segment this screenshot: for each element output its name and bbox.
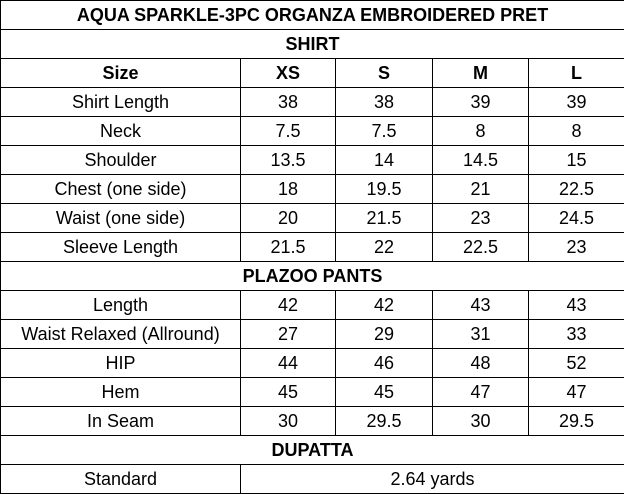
table-row: In Seam 30 29.5 30 29.5	[0, 406, 624, 436]
cell-l: 47	[527, 377, 624, 407]
cell-l: 15	[527, 145, 624, 175]
table-row: Sleeve Length 21.5 22 22.5 23	[0, 232, 624, 262]
cell-m: 8	[432, 116, 529, 146]
row-label: Shoulder	[0, 145, 241, 175]
cell-l: 52	[527, 348, 624, 378]
row-label: Waist (one side)	[0, 203, 241, 233]
cell-m: 39	[432, 87, 529, 117]
cell-s: 22	[335, 232, 433, 262]
row-label: In Seam	[0, 406, 241, 436]
cell-l: 43	[527, 290, 624, 320]
cell-xs: 21.5	[240, 232, 336, 262]
table-row: Standard 2.64 yards	[0, 464, 624, 494]
cell-s: 42	[335, 290, 433, 320]
cell-m: 14.5	[432, 145, 529, 175]
header-row: Size XS S M L	[0, 58, 624, 88]
title-row: AQUA SPARKLE-3PC ORGANZA EMBROIDERED PRE…	[0, 0, 624, 30]
section-row-dupatta: DUPATTA	[0, 435, 624, 465]
row-label: Sleeve Length	[0, 232, 241, 262]
column-header-s: S	[335, 58, 433, 88]
section-heading-plazoo-pants: PLAZOO PANTS	[0, 261, 624, 291]
column-header-size: Size	[0, 58, 241, 88]
cell-m: 31	[432, 319, 529, 349]
cell-xs: 20	[240, 203, 336, 233]
cell-s: 29	[335, 319, 433, 349]
cell-l: 29.5	[527, 406, 624, 436]
cell-m: 23	[432, 203, 529, 233]
row-label: HIP	[0, 348, 241, 378]
cell-s: 46	[335, 348, 433, 378]
cell-m: 21	[432, 174, 529, 204]
cell-s: 38	[335, 87, 433, 117]
cell-xs: 13.5	[240, 145, 336, 175]
section-row-plazoo: PLAZOO PANTS	[0, 261, 624, 291]
section-heading-shirt: SHIRT	[0, 29, 624, 59]
cell-l: 23	[527, 232, 624, 262]
cell-xs: 7.5	[240, 116, 336, 146]
cell-l: 8	[527, 116, 624, 146]
cell-m: 30	[432, 406, 529, 436]
cell-s: 45	[335, 377, 433, 407]
row-label: Chest (one side)	[0, 174, 241, 204]
table-row: Waist (one side) 20 21.5 23 24.5	[0, 203, 624, 233]
column-header-xs: XS	[240, 58, 336, 88]
chart-title: AQUA SPARKLE-3PC ORGANZA EMBROIDERED PRE…	[0, 0, 624, 30]
section-row-shirt: SHIRT	[0, 29, 624, 59]
row-label: Length	[0, 290, 241, 320]
table-row: Shirt Length 38 38 39 39	[0, 87, 624, 117]
row-label: Neck	[0, 116, 241, 146]
row-label: Shirt Length	[0, 87, 241, 117]
cell-xs: 45	[240, 377, 336, 407]
row-label: Hem	[0, 377, 241, 407]
cell-xs: 27	[240, 319, 336, 349]
cell-s: 14	[335, 145, 433, 175]
table-row: Chest (one side) 18 19.5 21 22.5	[0, 174, 624, 204]
cell-l: 39	[527, 87, 624, 117]
row-label: Waist Relaxed (Allround)	[0, 319, 241, 349]
table-row: Waist Relaxed (Allround) 27 29 31 33	[0, 319, 624, 349]
table-row: HIP 44 46 48 52	[0, 348, 624, 378]
table-row: Neck 7.5 7.5 8 8	[0, 116, 624, 146]
cell-l: 33	[527, 319, 624, 349]
table-row: Shoulder 13.5 14 14.5 15	[0, 145, 624, 175]
cell-s: 21.5	[335, 203, 433, 233]
column-header-l: L	[527, 58, 624, 88]
cell-dupatta-length: 2.64 yards	[239, 464, 624, 494]
cell-xs: 42	[240, 290, 336, 320]
cell-xs: 18	[240, 174, 336, 204]
cell-m: 48	[432, 348, 529, 378]
cell-s: 7.5	[335, 116, 433, 146]
cell-xs: 30	[240, 406, 336, 436]
cell-m: 43	[432, 290, 529, 320]
cell-l: 22.5	[527, 174, 624, 204]
section-heading-dupatta: DUPATTA	[0, 435, 624, 465]
cell-m: 47	[432, 377, 529, 407]
table-row: Hem 45 45 47 47	[0, 377, 624, 407]
cell-xs: 38	[240, 87, 336, 117]
cell-m: 22.5	[432, 232, 529, 262]
cell-xs: 44	[240, 348, 336, 378]
row-label: Standard	[0, 464, 241, 494]
cell-s: 29.5	[335, 406, 433, 436]
table-row: Length 42 42 43 43	[0, 290, 624, 320]
column-header-m: M	[432, 58, 529, 88]
cell-l: 24.5	[527, 203, 624, 233]
cell-s: 19.5	[335, 174, 433, 204]
